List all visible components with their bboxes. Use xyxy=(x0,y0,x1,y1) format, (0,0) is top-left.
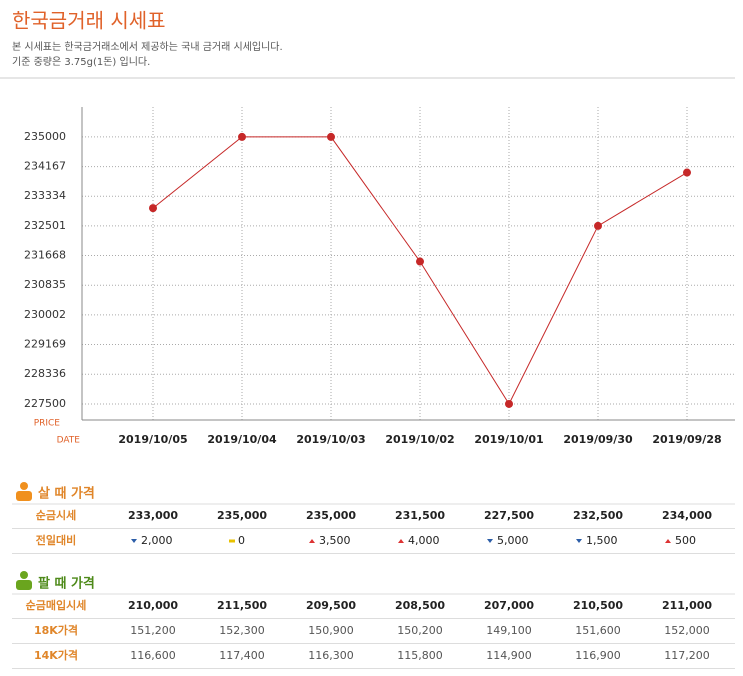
point xyxy=(416,257,424,266)
buy-icon xyxy=(16,482,32,501)
change-value: 1,500 xyxy=(586,534,618,547)
change-arrow xyxy=(229,539,235,543)
x-tick-label: 2019/10/03 xyxy=(296,433,365,446)
cell: 235,000 xyxy=(217,509,267,522)
y-tick-label: 231668 xyxy=(24,249,66,262)
page-title: 한국금거래 시세표 xyxy=(12,9,166,33)
cell: 150,200 xyxy=(397,624,443,637)
cell: 210,000 xyxy=(128,599,178,612)
change-value: 500 xyxy=(675,534,696,547)
x-tick-label: 2019/10/04 xyxy=(207,433,277,446)
change-arrow xyxy=(487,539,493,543)
cell: 235,000 xyxy=(306,509,356,522)
cell: 117,400 xyxy=(219,649,265,662)
cell: 152,300 xyxy=(219,624,265,637)
note: 기준 중량은 3.75g(1돈) 입니다. xyxy=(12,55,150,68)
cell: 117,200 xyxy=(664,649,710,662)
row-label: 18K가격 xyxy=(34,623,78,637)
cell: 149,100 xyxy=(486,624,532,637)
point xyxy=(594,221,602,230)
y-tick-label: 230835 xyxy=(24,278,66,291)
y-axis-label: PRICE xyxy=(34,419,61,429)
change-value: 0 xyxy=(238,534,245,547)
y-tick-label: 228336 xyxy=(24,367,66,380)
change-arrow xyxy=(398,539,404,543)
cell: 151,600 xyxy=(575,624,621,637)
cell: 211,500 xyxy=(217,599,267,612)
change-arrow xyxy=(309,539,315,543)
note: 본 시세표는 한국금거래소에서 제공하는 국내 금거래 시세입니다. xyxy=(12,40,283,53)
y-tick-label: 229169 xyxy=(24,338,66,351)
cell: 227,500 xyxy=(484,509,534,522)
sell-icon xyxy=(16,571,32,590)
row-label: 14K가격 xyxy=(34,648,78,662)
change-value: 4,000 xyxy=(408,534,440,547)
y-tick-label: 235000 xyxy=(24,130,66,143)
cell: 207,000 xyxy=(484,599,534,612)
x-tick-label: 2019/09/30 xyxy=(563,433,633,446)
cell: 208,500 xyxy=(395,599,445,612)
point xyxy=(327,132,335,141)
cell: 116,600 xyxy=(130,649,176,662)
cell: 209,500 xyxy=(306,599,356,612)
cell: 116,900 xyxy=(575,649,621,662)
change-value: 2,000 xyxy=(141,534,173,547)
y-tick-label: 233334 xyxy=(24,189,66,202)
change-arrow xyxy=(131,539,137,543)
cell: 152,000 xyxy=(664,624,710,637)
y-tick-label: 234167 xyxy=(24,160,66,173)
row-label: 전일대비 xyxy=(36,533,76,547)
y-tick-label: 232501 xyxy=(24,219,66,232)
x-tick-label: 2019/09/28 xyxy=(652,433,721,446)
cell: 211,000 xyxy=(662,599,712,612)
cell: 210,500 xyxy=(573,599,623,612)
section-title: 살 때 가격 xyxy=(38,486,95,502)
row-label: 순금시세 xyxy=(36,508,76,522)
row-label: 순금매입시세 xyxy=(26,598,87,612)
y-tick-label: 230002 xyxy=(24,308,66,321)
cell: 234,000 xyxy=(662,509,712,522)
point xyxy=(505,399,513,408)
cell: 150,900 xyxy=(308,624,354,637)
section-title: 팔 때 가격 xyxy=(38,577,95,592)
change-arrow xyxy=(576,539,582,543)
point xyxy=(238,132,246,141)
x-tick-label: 2019/10/05 xyxy=(118,433,187,446)
cell: 231,500 xyxy=(395,509,445,522)
cell: 151,200 xyxy=(130,624,176,637)
cell: 115,800 xyxy=(397,649,443,662)
point xyxy=(683,168,691,177)
y-tick-label: 227500 xyxy=(24,397,66,410)
cell: 233,000 xyxy=(128,509,178,522)
point xyxy=(149,204,157,213)
cell: 116,300 xyxy=(308,649,354,662)
cell: 114,900 xyxy=(486,649,532,662)
cell: 232,500 xyxy=(573,509,623,522)
x-tick-label: 2019/10/02 xyxy=(385,433,454,446)
change-value: 5,000 xyxy=(497,534,529,547)
x-axis-label: DATE xyxy=(57,436,81,446)
change-value: 3,500 xyxy=(319,534,351,547)
change-arrow xyxy=(665,539,671,543)
x-tick-label: 2019/10/01 xyxy=(474,433,543,446)
